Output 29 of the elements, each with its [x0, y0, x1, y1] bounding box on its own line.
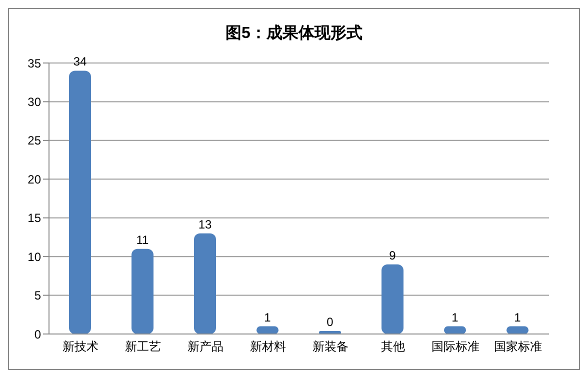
y-tick-label: 10 — [28, 250, 42, 264]
x-tick-label: 国际标准 — [431, 340, 480, 354]
x-tick-label: 新材料 — [250, 340, 286, 354]
y-tick-label: 30 — [28, 94, 42, 109]
y-tick-label: 25 — [28, 134, 42, 148]
bar — [194, 233, 216, 334]
y-tick-label: 15 — [28, 211, 42, 226]
y-tick-label: 35 — [28, 56, 42, 70]
data-label: 0 — [326, 315, 334, 329]
data-label: 11 — [136, 232, 150, 247]
data-label: 1 — [514, 310, 522, 324]
chart-title: 图5：成果体现形式 — [224, 24, 364, 44]
x-tick-label: 国家标准 — [494, 340, 542, 354]
y-tick-label: 20 — [28, 172, 42, 186]
data-label: 1 — [264, 310, 272, 324]
data-label: 34 — [73, 54, 87, 69]
bar — [69, 70, 91, 334]
data-label: 1 — [452, 310, 459, 324]
x-tick-label: 新装备 — [312, 340, 348, 354]
data-label: 13 — [198, 217, 212, 232]
x-tick-label: 新产品 — [187, 340, 224, 354]
data-label: 9 — [389, 248, 396, 262]
bar — [132, 248, 154, 334]
y-tick-label: 5 — [34, 288, 42, 303]
bar — [382, 264, 404, 334]
x-tick-label: 新工艺 — [124, 340, 161, 354]
y-tick-label: 0 — [34, 327, 42, 342]
x-tick-label: 其他 — [380, 340, 405, 354]
x-tick-label: 新技术 — [62, 340, 98, 354]
